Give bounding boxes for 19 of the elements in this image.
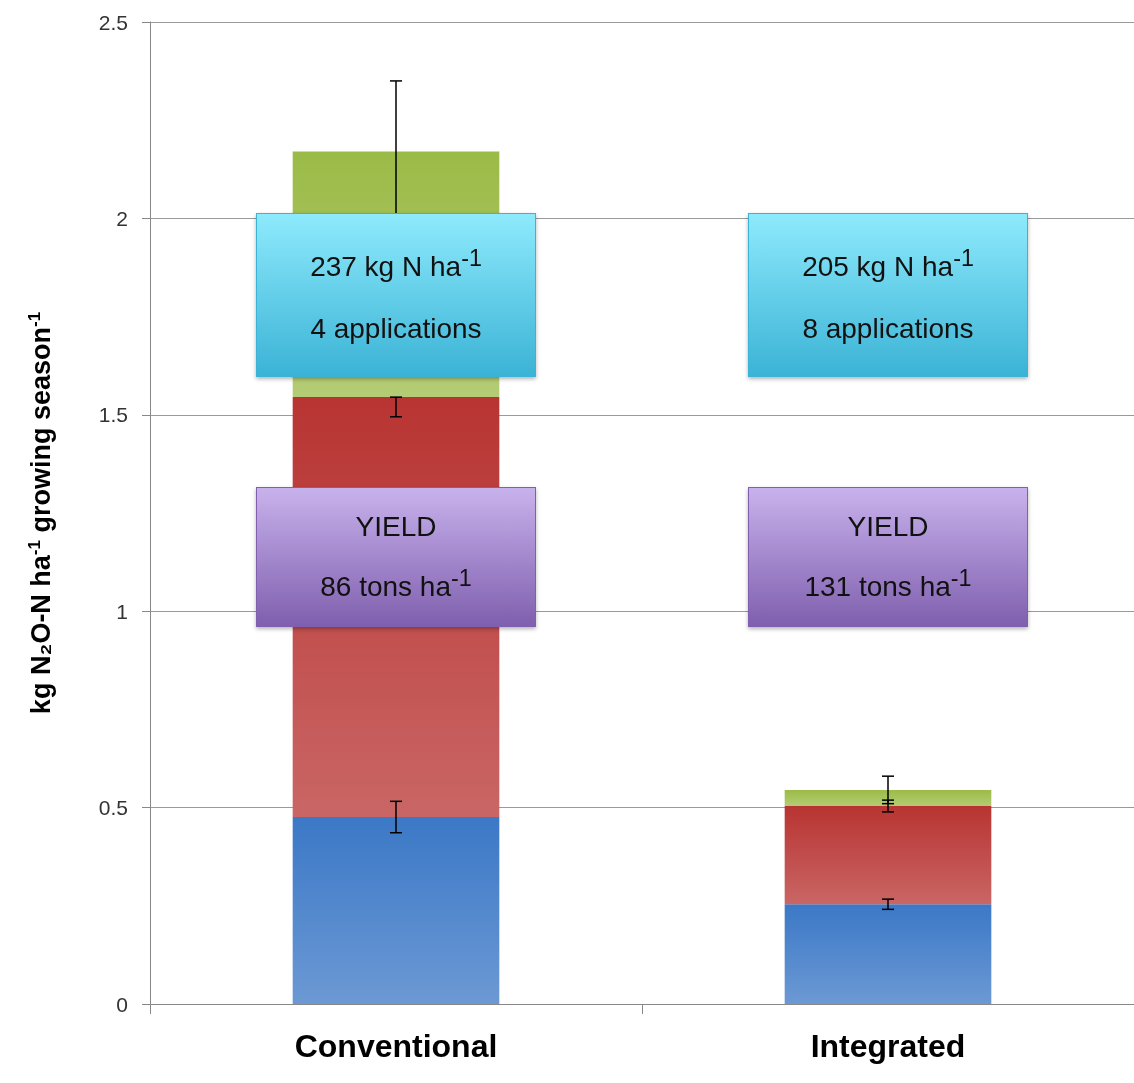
bar	[292, 817, 500, 1004]
y-tick-label: 1	[116, 599, 128, 623]
label-box: YIELD 86 tons ha$^{-1}$	[256, 487, 536, 628]
y-tick-label: 2.5	[98, 10, 128, 34]
bar	[784, 789, 992, 807]
y-tick-label: 0.5	[98, 796, 128, 820]
y-tick-label: 0	[116, 992, 128, 1016]
annotation: YIELD 86 tons ha$^{-1}$	[320, 510, 472, 604]
x-tick-label: Integrated	[810, 1028, 966, 1064]
label-box: 205 kg N ha$^{-1}$ 8 applications	[748, 213, 1028, 377]
label-box: 237 kg N ha$^{-1}$ 4 applications	[256, 213, 536, 377]
label-box: YIELD 131 tons ha$^{-1}$	[748, 487, 1028, 628]
annotation: YIELD 131 tons ha$^{-1}$	[804, 510, 972, 604]
x-tick-label: Conventional	[294, 1028, 498, 1064]
bar	[784, 904, 992, 1004]
y-tick-label: 2	[116, 206, 128, 230]
bar	[784, 806, 992, 905]
y-tick-label: 1.5	[98, 403, 128, 427]
y-axis-title: kg N₂O-N ha-1 growing season-1	[25, 311, 56, 715]
